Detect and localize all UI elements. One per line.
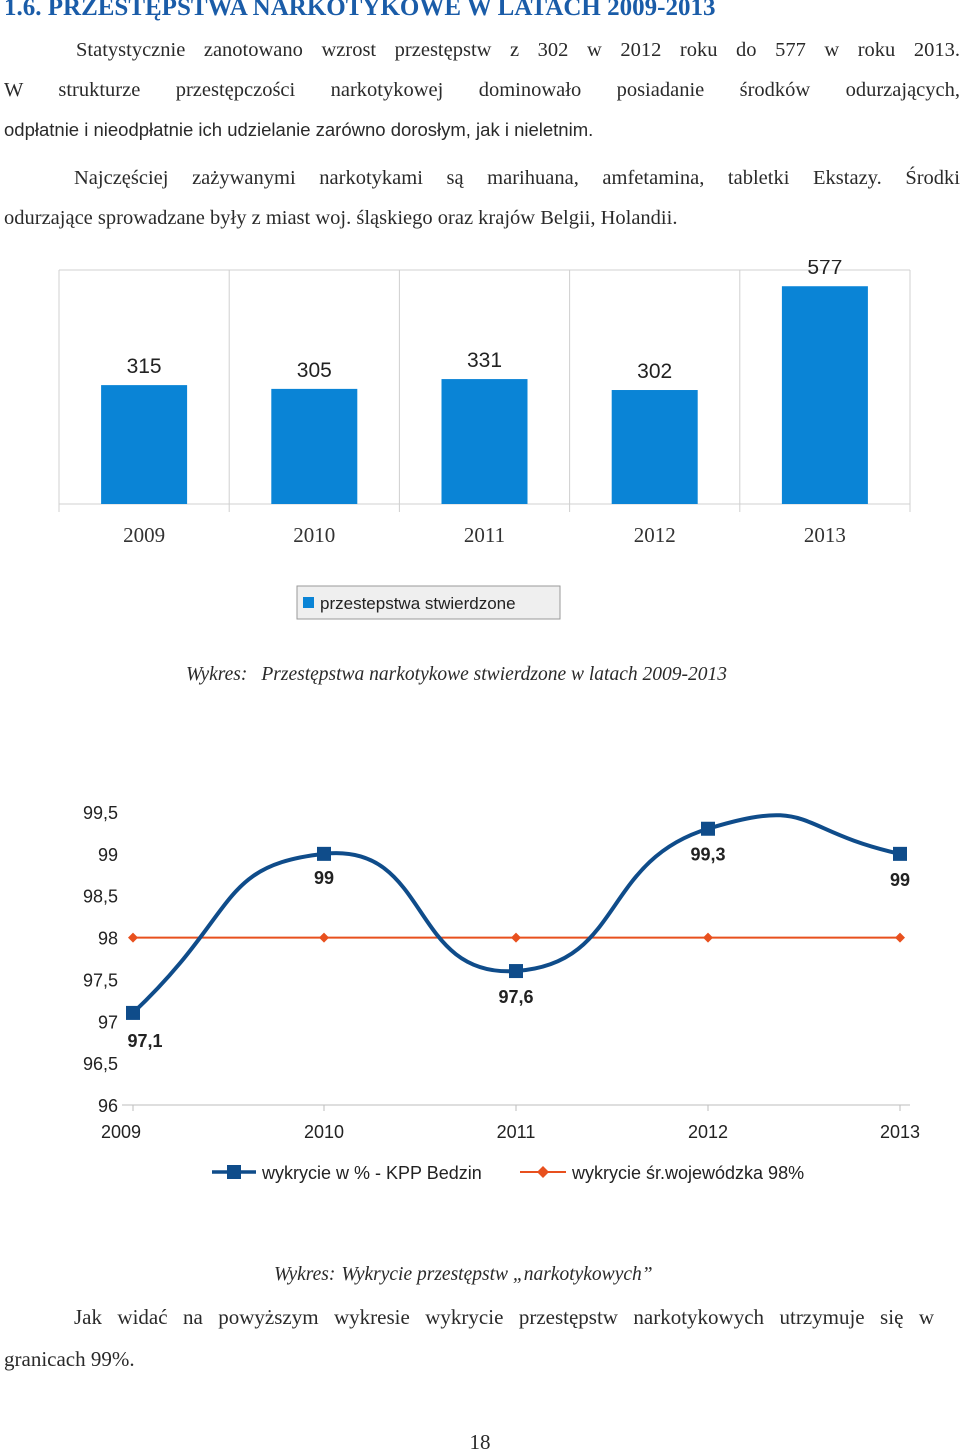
x-tick-label: 2009	[101, 1122, 141, 1142]
y-tick-label: 96,5	[83, 1054, 118, 1074]
y-tick-label: 97,5	[83, 970, 118, 990]
bar-data-label: 315	[127, 355, 162, 378]
legend-marker-avg	[537, 1166, 549, 1178]
line-chart-detection: 99,5 99 98,5 98 97,5 97 96,5 96 2009 2010 2011 201…	[83, 803, 920, 1183]
paragraph-line: odpłatnie i nieodpłatnie ich udzielanie …	[4, 119, 594, 140]
legend-marker-kpp	[227, 1165, 241, 1179]
caption-label: Wykres:	[186, 664, 248, 685]
paragraph-drugs: Najczęściej zażywanymi narkotykami są ma…	[4, 158, 960, 238]
bar	[781, 286, 868, 504]
caption-bar-chart: Wykres: Przestępstwa narkotykowe stwierdz…	[186, 664, 727, 686]
line-data-label: 97,1	[127, 1031, 162, 1051]
bar-chart-crimes: 315 305 331 302 577 2009 2010 2011 2012 2013 prz…	[58, 260, 911, 620]
line-chart-series	[126, 813, 907, 1020]
bar-x-tick-label: 2012	[634, 523, 676, 547]
marker-avg	[511, 932, 521, 943]
caption-label: Wykres:	[274, 1264, 336, 1285]
line-data-label: 99	[890, 870, 910, 890]
x-tick-label: 2012	[688, 1122, 728, 1142]
marker-avg	[319, 932, 329, 943]
bar	[441, 379, 528, 504]
y-tick-label: 99,5	[83, 803, 118, 823]
caption-title: Przestępstwa narkotykowe stwierdzone w l…	[261, 664, 727, 685]
bar-legend-label: przestepstwa stwierdzone	[320, 594, 516, 613]
marker-kpp	[317, 846, 331, 861]
marker-kpp	[893, 846, 907, 861]
paragraph-line: W strukturze przestępczości narkotykowej…	[4, 79, 960, 101]
bar-data-label: 331	[467, 349, 502, 372]
y-tick-label: 97	[98, 1012, 118, 1032]
paragraph-statistics: Statystycznie zanotowano wzrost przestęp…	[4, 30, 960, 150]
line-data-label: 99,3	[690, 845, 725, 865]
bar	[271, 388, 358, 504]
line-chart-y-ticks: 99,5 99 98,5 98 97,5 97 96,5 96	[83, 803, 118, 1116]
x-tick-label: 2010	[304, 1122, 344, 1142]
series-line-kpp	[131, 813, 901, 1015]
caption-title: Wykrycie przestępstw „narkotykowych”	[341, 1264, 653, 1285]
bar-x-tick-label: 2010	[293, 523, 335, 547]
bar-data-label: 305	[297, 359, 332, 382]
line-chart-legend: wykrycie w % - KPP Bedzin wykrycie śr.wo…	[212, 1163, 804, 1183]
bar-x-tick-label: 2011	[464, 523, 505, 547]
caption-line-chart: Wykres: Wykrycie przestępstw „narkotykowy…	[274, 1264, 653, 1286]
line-data-label: 97,6	[498, 987, 533, 1007]
bar-x-tick-label: 2009	[123, 523, 165, 547]
bar-chart-legend: przestepstwa stwierdzone	[296, 585, 561, 620]
bar-chart-grid	[58, 269, 911, 512]
y-tick-label: 99	[98, 845, 118, 865]
section-heading: 1.6. PRZESTĘPSTWA NARKOTYKOWE W LATACH 2…	[4, 0, 716, 21]
x-tick-label: 2013	[880, 1122, 920, 1142]
line-legend-label-avg: wykrycie śr.wojewódzka 98%	[571, 1163, 804, 1183]
bar-chart-x-ticks: 2009 2010 2011 2012 2013	[123, 523, 846, 547]
bar-data-label: 302	[637, 360, 672, 383]
marker-kpp	[509, 964, 523, 979]
marker-avg	[703, 932, 713, 943]
bar	[611, 390, 698, 504]
paragraph-line: odurzające sprowadzane były z miast woj.…	[4, 207, 678, 229]
paragraph-line: Statystycznie zanotowano wzrost przestęp…	[76, 39, 960, 61]
marker-kpp	[126, 1005, 140, 1020]
x-tick-label: 2011	[497, 1122, 536, 1142]
legend-swatch-bar	[303, 597, 314, 608]
marker-kpp	[701, 821, 715, 836]
y-tick-label: 96	[98, 1096, 118, 1116]
page-number: 18	[469, 1430, 491, 1454]
marker-avg	[128, 932, 138, 943]
bar-x-tick-label: 2013	[804, 523, 846, 547]
paragraph-line: granicach 99%.	[4, 1347, 135, 1371]
line-chart-x-ticks: 2009 2010 2011 2012 2013	[101, 1122, 920, 1142]
line-legend-label-kpp: wykrycie w % - KPP Bedzin	[261, 1163, 482, 1183]
bar-chart-data-labels: 315 305 331 302 577	[127, 260, 843, 383]
bar-data-label: 577	[807, 260, 842, 279]
line-data-label: 99	[314, 868, 334, 888]
paragraph-line: Jak widać na powyższym wykresie wykrycie…	[74, 1305, 934, 1329]
paragraph-conclusion: Jak widać na powyższym wykresie wykrycie…	[4, 1296, 934, 1380]
y-tick-label: 98	[98, 929, 118, 949]
bar-chart-bars	[101, 286, 868, 504]
bar	[101, 385, 188, 504]
line-chart-data-labels: 97,1 99 97,6 99,3 99	[127, 845, 910, 1051]
marker-avg	[895, 932, 905, 943]
y-tick-label: 98,5	[83, 887, 118, 907]
paragraph-line: Najczęściej zażywanymi narkotykami są ma…	[74, 167, 960, 189]
line-chart-x-axis	[122, 1104, 910, 1111]
